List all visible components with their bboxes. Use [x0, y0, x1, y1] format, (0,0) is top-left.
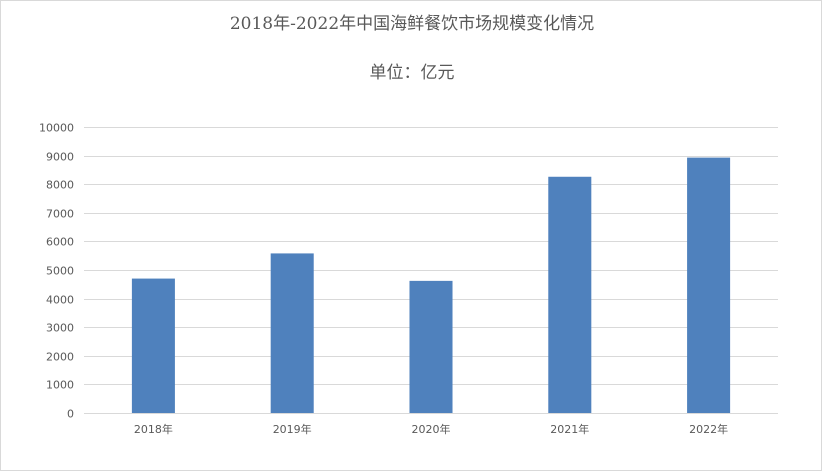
chart-title: 2018年-2022年中国海鲜餐饮市场规模变化情况 [229, 14, 595, 34]
y-tick-label-1000: 1000 [46, 379, 74, 392]
x-tick-label-2022年: 2022年 [689, 422, 728, 436]
bars [131, 157, 731, 413]
y-tick-label-2000: 2000 [46, 351, 74, 364]
y-tick-label-4000: 4000 [46, 294, 74, 307]
bar-2022年 [687, 157, 731, 413]
y-tick-label-10000: 10000 [39, 122, 74, 135]
y-tick-label-6000: 6000 [46, 236, 74, 249]
y-tick-label-3000: 3000 [46, 322, 74, 335]
x-axis-ticks: 2018年 2019年 2020年 2021年 2022年 [134, 422, 728, 436]
chart-subtitle: 单位：亿元 [369, 63, 455, 83]
x-tick-label-2020年: 2020年 [412, 422, 451, 436]
x-tick-label-2021年: 2021年 [550, 422, 589, 436]
bar-2019年 [270, 253, 314, 413]
y-tick-label-8000: 8000 [46, 179, 74, 192]
y-tick-label-7000: 7000 [46, 208, 74, 221]
bar-2021年 [548, 176, 592, 413]
bar-2020年 [409, 280, 453, 413]
y-tick-label-9000: 9000 [46, 151, 74, 164]
y-axis-ticks: 0 1000 2000 3000 4000 5000 6000 7000 8000 9000 100… [39, 122, 74, 421]
x-tick-label-2019年: 2019年 [273, 422, 312, 436]
bar-2018年 [131, 278, 175, 413]
x-tick-label-2018年: 2018年 [134, 422, 173, 436]
y-tick-label-0: 0 [67, 408, 74, 421]
y-tick-label-5000: 5000 [46, 265, 74, 278]
